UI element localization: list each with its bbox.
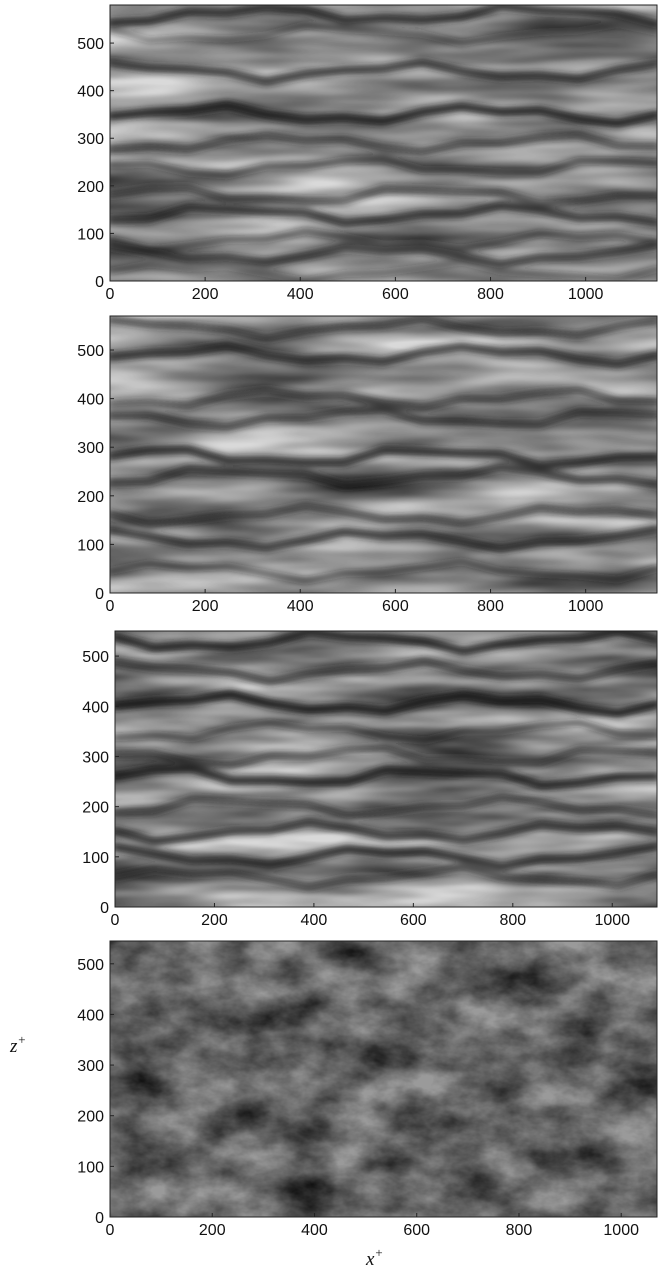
x-tick-label: 800: [506, 1222, 533, 1239]
y-tick-label: 0: [95, 1210, 104, 1227]
y-tick-label: 100: [82, 850, 109, 867]
x-tick-label: 0: [111, 912, 120, 929]
y-tick-label: 0: [95, 274, 104, 291]
plot-frame: [109, 4, 658, 282]
x-tick-label: 200: [201, 912, 228, 929]
y-tick-label: 400: [82, 699, 109, 716]
streak-4: [115, 792, 657, 821]
heatmap-texture: [110, 941, 657, 1217]
y-tick-label: 400: [77, 392, 104, 409]
x-axis-label: x+: [365, 1245, 383, 1270]
heatmap-field: [110, 941, 657, 1217]
streak-6: [110, 405, 657, 432]
x-tick-label: 200: [192, 286, 219, 303]
streak-7: [115, 718, 657, 745]
streak-5: [110, 444, 657, 471]
x-tick-label: 600: [400, 912, 427, 929]
streak-4: [110, 462, 657, 490]
streak-3: [110, 227, 657, 254]
streak-10: [115, 631, 657, 657]
streak-7: [110, 385, 657, 412]
y-tick-label: 500: [82, 649, 109, 666]
streak-group: [110, 5, 657, 281]
y-axis-label: z+: [9, 1032, 26, 1057]
plot-frame: [109, 315, 658, 594]
y-tick-label: 500: [77, 957, 104, 974]
y-tick-label: 0: [95, 586, 104, 603]
x-tick-label: 400: [287, 598, 314, 615]
x-tick-label: 200: [192, 598, 219, 615]
streak-11: [110, 5, 657, 29]
x-tick-label: 1000: [594, 912, 630, 929]
heatmap-panel-2: 0 200 400 600 800 1000 0 100 200 300 400 500: [77, 315, 658, 615]
streak-9: [110, 57, 657, 87]
streak-group: [115, 631, 657, 892]
y-tick-label: 300: [77, 1058, 104, 1075]
streak-9: [110, 316, 657, 343]
streak-2: [110, 240, 657, 269]
streak-9: [115, 656, 657, 687]
x-tick-label: 800: [477, 286, 504, 303]
x-tick-label: 400: [301, 912, 328, 929]
x-tick-label: 800: [499, 912, 526, 929]
y-tick-label: 500: [77, 36, 104, 53]
heatmap-panel-4: 0 200 400 600 800 1000 0 100 200 300 400 500: [77, 940, 658, 1239]
streak-8: [115, 689, 657, 719]
y-tick-label: 400: [77, 1007, 104, 1024]
y-tick-label: 400: [77, 84, 104, 101]
streak-6: [115, 743, 657, 770]
heatmap-field: [115, 631, 657, 907]
x-tick-label: 400: [287, 286, 314, 303]
x-tick-label: 400: [301, 1222, 328, 1239]
x-tick-label: 200: [199, 1222, 226, 1239]
x-tick-label: 600: [403, 1222, 430, 1239]
streak-10: [110, 20, 657, 48]
y-tick-label: 200: [77, 179, 104, 196]
x-tick-label: 1000: [603, 1222, 639, 1239]
y-tick-label: 100: [77, 537, 104, 554]
streak-7: [110, 130, 657, 157]
x-tick-label: 0: [106, 286, 115, 303]
streak-4: [110, 200, 657, 228]
heatmap-field: [110, 5, 657, 281]
streak-2: [110, 525, 657, 554]
streak-2: [115, 841, 657, 872]
x-tick-label: 0: [106, 598, 115, 615]
plot-frame: [109, 940, 658, 1218]
streak-8: [110, 340, 657, 369]
x-tick-label: 1000: [568, 598, 604, 615]
y-tick-label: 300: [82, 749, 109, 766]
streak-1: [110, 557, 657, 585]
streak-3: [115, 817, 657, 846]
y-tick-label: 100: [77, 1159, 104, 1176]
y-tick-label: 100: [77, 226, 104, 243]
y-tick-label: 200: [77, 1109, 104, 1126]
x-tick-label: 800: [477, 598, 504, 615]
streak-1: [110, 258, 657, 281]
streak-1: [115, 862, 657, 892]
heatmap-field: [110, 316, 657, 593]
y-tick-label: 300: [77, 440, 104, 457]
x-tick-label: 0: [106, 1222, 115, 1239]
y-tick-label: 0: [100, 900, 109, 917]
y-tick-label: 500: [77, 343, 104, 360]
streak-group: [110, 316, 657, 585]
streak-5: [110, 183, 657, 209]
y-tick-label: 200: [77, 489, 104, 506]
heatmap-panel-3: 0 200 400 600 800 1000 0 100 200 300 400 500: [82, 630, 658, 929]
streak-5: [115, 764, 657, 791]
y-tick-label: 300: [77, 131, 104, 148]
x-tick-label: 600: [382, 286, 409, 303]
plot-frame: [114, 630, 658, 908]
x-tick-label: 600: [382, 598, 409, 615]
streak-8: [110, 100, 657, 129]
streak-6: [110, 154, 657, 180]
x-tick-label: 1000: [568, 286, 604, 303]
streak-3: [110, 501, 657, 529]
heatmap-panel-1: 0 200 400 600 800 1000 0 100 200 300 400 500: [77, 4, 658, 303]
y-tick-label: 200: [82, 800, 109, 817]
